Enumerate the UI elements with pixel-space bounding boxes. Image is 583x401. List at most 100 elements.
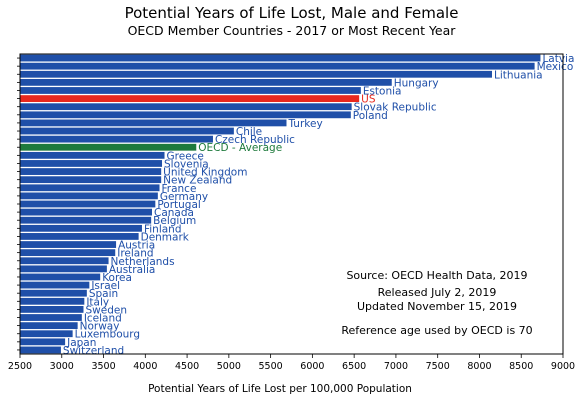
bar-portugal	[20, 200, 156, 208]
bar-label-luxembourg: Luxembourg	[75, 329, 140, 341]
bar-luxembourg	[20, 330, 73, 338]
x-tick-label: 4000	[133, 361, 157, 372]
bar-label-canada: Canada	[154, 207, 194, 219]
bar-switzerland	[20, 346, 61, 354]
bar-label-latvia: Latvia	[542, 53, 574, 65]
bar-netherlands	[20, 257, 109, 265]
bar-label-slovak-republic: Slovak Republic	[354, 102, 437, 114]
updated-note: Updated November 15, 2019	[357, 300, 517, 313]
bar-label-korea: Korea	[102, 272, 132, 284]
bar-label-netherlands: Netherlands	[111, 256, 175, 268]
bar-label-mexico: Mexico	[537, 61, 574, 73]
bar-label-japan: Japan	[66, 337, 96, 349]
bar-label-france: France	[162, 183, 197, 195]
bar-label-spain: Spain	[89, 288, 118, 300]
bar-italy	[20, 297, 85, 305]
bar-slovenia	[20, 160, 163, 167]
bar-france	[20, 184, 160, 192]
bar-label-portugal: Portugal	[157, 199, 201, 211]
bar-label-poland: Poland	[353, 110, 388, 122]
bar-czech-republic	[20, 135, 213, 143]
bar-label-greece: Greece	[167, 150, 204, 162]
x-tick-label: 5000	[217, 361, 241, 372]
bar-lithuania	[20, 70, 492, 78]
bar-label-israel: Israel	[91, 280, 120, 292]
bar-iceland	[20, 314, 82, 321]
chart-subtitle: OECD Member Countries - 2017 or Most Rec…	[127, 23, 456, 38]
bar-label-slovenia: Slovenia	[164, 158, 209, 170]
bar-label-norway: Norway	[80, 321, 120, 333]
bar-norway	[20, 322, 78, 330]
bar-oecd-average	[20, 143, 197, 151]
bar-slovak-republic	[20, 103, 352, 111]
bar-label-oecd-average: OECD - Average	[198, 142, 282, 154]
bars-group	[20, 54, 541, 354]
bar-austria	[20, 241, 117, 248]
bar-label-iceland: Iceland	[84, 313, 122, 325]
x-tick-label: 4500	[175, 361, 199, 372]
released-note: Released July 2, 2019	[378, 286, 497, 299]
bar-label-estonia: Estonia	[363, 85, 402, 97]
bar-label-ireland: Ireland	[117, 248, 153, 260]
bar-label-switzerland: Switzerland	[63, 345, 124, 357]
x-tick-label: 3000	[50, 361, 74, 372]
x-axis-label: Potential Years of Life Lost per 100,000…	[148, 383, 412, 395]
x-tick-label: 8000	[467, 361, 491, 372]
x-tick-label: 7500	[426, 361, 450, 372]
bar-greece	[20, 151, 165, 159]
bar-ireland	[20, 249, 116, 257]
bar-label-united-kingdom: United Kingdom	[163, 167, 247, 179]
bar-poland	[20, 111, 351, 119]
bar-label-czech-republic: Czech Republic	[215, 134, 295, 146]
bar-canada	[20, 208, 152, 216]
bar-label-germany: Germany	[160, 191, 208, 203]
bar-label-chile: Chile	[236, 126, 262, 138]
reference-age-note: Reference age used by OECD is 70	[341, 324, 532, 337]
bar-label-austria: Austria	[118, 240, 155, 252]
bar-turkey	[20, 119, 287, 127]
x-tick-label: 7000	[384, 361, 408, 372]
bar-label-us: US	[361, 94, 376, 106]
bar-finland	[20, 224, 142, 232]
chart-title: Potential Years of Life Lost, Male and F…	[124, 4, 459, 22]
x-tick-label: 3500	[91, 361, 115, 372]
bar-estonia	[20, 87, 361, 94]
bar-label-lithuania: Lithuania	[494, 69, 543, 81]
x-tick-label: 8500	[509, 361, 533, 372]
bar-label-belgium: Belgium	[153, 215, 196, 227]
x-tick-label: 2500	[8, 361, 32, 372]
x-tick-label: 6000	[300, 361, 324, 372]
bar-mexico	[20, 62, 535, 70]
bar-belgium	[20, 216, 152, 224]
bar-label-australia: Australia	[109, 264, 155, 276]
bar-australia	[20, 265, 107, 273]
bar-us	[20, 95, 360, 102]
bar-latvia	[20, 54, 541, 62]
x-axis: 2500 3000 3500 4000 4500 5000 5500 6000 6500 7000…	[8, 53, 575, 372]
bar-label-new-zealand: New Zealand	[163, 175, 232, 187]
bar-chile	[20, 127, 234, 135]
bar-hungary	[20, 78, 392, 86]
bar-germany	[20, 192, 158, 200]
bar-label-italy: Italy	[86, 296, 109, 308]
bar-label-hungary: Hungary	[394, 77, 439, 89]
bar-label-finland: Finland	[144, 223, 182, 235]
bar-israel	[20, 281, 90, 289]
bar-new-zealand	[20, 176, 162, 184]
plot-frame	[19, 53, 564, 355]
bar-labels-group: LatviaMexicoLithuaniaHungaryEstoniaUSSlo…	[63, 53, 574, 357]
bar-korea	[20, 273, 101, 281]
bar-denmark	[20, 233, 139, 240]
bar-label-denmark: Denmark	[141, 231, 190, 243]
x-tick-label: 5500	[259, 361, 283, 372]
bar-spain	[20, 289, 87, 297]
bar-sweden	[20, 306, 84, 313]
x-tick-label: 6500	[342, 361, 366, 372]
bar-label-sweden: Sweden	[85, 304, 127, 316]
bar-label-turkey: Turkey	[287, 118, 322, 130]
x-tick-label: 9000	[551, 361, 575, 372]
bar-united-kingdom	[20, 168, 162, 175]
bar-japan	[20, 338, 66, 346]
source-note: Source: OECD Health Data, 2019	[346, 269, 527, 282]
